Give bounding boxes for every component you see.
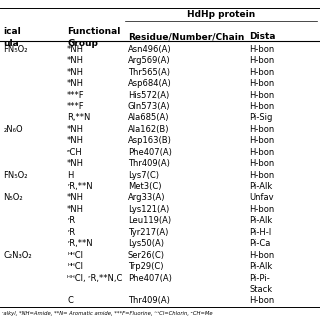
Text: FN₅O₂: FN₅O₂	[3, 171, 28, 180]
Text: Thr409(A): Thr409(A)	[128, 296, 170, 305]
Text: Pi-Sig: Pi-Sig	[250, 113, 273, 123]
Text: Stack: Stack	[250, 285, 273, 294]
Text: H-bon: H-bon	[250, 251, 275, 260]
Text: *NH: *NH	[67, 56, 84, 65]
Text: Phe407(A): Phe407(A)	[128, 274, 172, 283]
Text: H-bon: H-bon	[250, 296, 275, 305]
Text: Group: Group	[67, 39, 98, 48]
Text: *NH: *NH	[67, 45, 84, 54]
Text: ᴴᴴCl: ᴴᴴCl	[67, 251, 83, 260]
Text: Thr565(A): Thr565(A)	[128, 68, 170, 77]
Text: Pi-Alk: Pi-Alk	[250, 262, 273, 271]
Text: HdHp protein: HdHp protein	[187, 10, 255, 19]
Text: H-bon: H-bon	[250, 125, 275, 134]
Text: ʳR: ʳR	[67, 216, 75, 225]
Text: ᴴᴴCl: ᴴᴴCl	[67, 262, 83, 271]
Text: ₂N₆O: ₂N₆O	[3, 125, 23, 134]
Text: *NH: *NH	[67, 159, 84, 168]
Text: His572(A): His572(A)	[128, 91, 169, 100]
Text: ula: ula	[3, 39, 19, 48]
Text: C₂N₃O₂: C₂N₃O₂	[3, 251, 32, 260]
Text: Lys121(A): Lys121(A)	[128, 205, 169, 214]
Text: ʳR,**N: ʳR,**N	[67, 182, 93, 191]
Text: Phe407(A): Phe407(A)	[128, 148, 172, 157]
Text: *NH: *NH	[67, 136, 84, 145]
Text: ʳR,**N: ʳR,**N	[67, 239, 93, 248]
Text: Arg569(A): Arg569(A)	[128, 56, 171, 65]
Text: *NH: *NH	[67, 205, 84, 214]
Text: Pi-Alk: Pi-Alk	[250, 182, 273, 191]
Text: Functional: Functional	[67, 27, 121, 36]
Text: Pi-Pi-: Pi-Pi-	[250, 274, 270, 283]
Text: ᴴᴴCl, ʳR,**N,C: ᴴᴴCl, ʳR,**N,C	[67, 274, 123, 283]
Text: ***F: ***F	[67, 91, 85, 100]
Text: Dista: Dista	[250, 32, 276, 41]
Text: H-bon: H-bon	[250, 68, 275, 77]
Text: *NH: *NH	[67, 125, 84, 134]
Text: Ala685(A): Ala685(A)	[128, 113, 170, 123]
Text: Unfav: Unfav	[250, 194, 274, 203]
Text: H: H	[67, 171, 74, 180]
Text: Asp684(A): Asp684(A)	[128, 79, 172, 88]
Text: Gln573(A): Gln573(A)	[128, 102, 171, 111]
Text: C: C	[67, 296, 73, 305]
Text: H-bon: H-bon	[250, 91, 275, 100]
Text: H-bon: H-bon	[250, 56, 275, 65]
Text: Pi-Ca: Pi-Ca	[250, 239, 271, 248]
Text: H-bon: H-bon	[250, 136, 275, 145]
Text: Ala162(B): Ala162(B)	[128, 125, 170, 134]
Text: H-bon: H-bon	[250, 45, 275, 54]
Text: H-bon: H-bon	[250, 79, 275, 88]
Text: Ser26(C): Ser26(C)	[128, 251, 165, 260]
Text: H-bon: H-bon	[250, 102, 275, 111]
Text: R,**N: R,**N	[67, 113, 91, 123]
Text: Lys50(A): Lys50(A)	[128, 239, 164, 248]
Text: Trp29(C): Trp29(C)	[128, 262, 164, 271]
Text: FN₅O₂: FN₅O₂	[3, 45, 28, 54]
Text: H-bon: H-bon	[250, 148, 275, 157]
Text: H-bon: H-bon	[250, 159, 275, 168]
Text: H-bon: H-bon	[250, 171, 275, 180]
Text: Asn496(A): Asn496(A)	[128, 45, 172, 54]
Text: ʳalkyl, *NH=Amide, **N= Aromatic amide, ***F=Fluorine, ᴴᴴCl=Chlorin, ᵉCH=Me: ʳalkyl, *NH=Amide, **N= Aromatic amide, …	[2, 311, 212, 316]
Text: Pi-H-I: Pi-H-I	[250, 228, 272, 237]
Text: Arg33(A): Arg33(A)	[128, 194, 165, 203]
Text: *NH: *NH	[67, 79, 84, 88]
Text: Tyr217(A): Tyr217(A)	[128, 228, 168, 237]
Text: Pi-Alk: Pi-Alk	[250, 216, 273, 225]
Text: N₅O₂: N₅O₂	[3, 194, 23, 203]
Text: H-bon: H-bon	[250, 205, 275, 214]
Text: Thr409(A): Thr409(A)	[128, 159, 170, 168]
Text: Lys7(C): Lys7(C)	[128, 171, 159, 180]
Text: Asp163(B): Asp163(B)	[128, 136, 172, 145]
Text: Met3(C): Met3(C)	[128, 182, 162, 191]
Text: *NH: *NH	[67, 194, 84, 203]
Text: ᵉCH: ᵉCH	[67, 148, 83, 157]
Text: ʳR: ʳR	[67, 228, 75, 237]
Text: Residue/Number/Chain: Residue/Number/Chain	[128, 32, 244, 41]
Text: ical: ical	[3, 27, 21, 36]
Text: Leu119(A): Leu119(A)	[128, 216, 171, 225]
Text: ***F: ***F	[67, 102, 85, 111]
Text: *NH: *NH	[67, 68, 84, 77]
